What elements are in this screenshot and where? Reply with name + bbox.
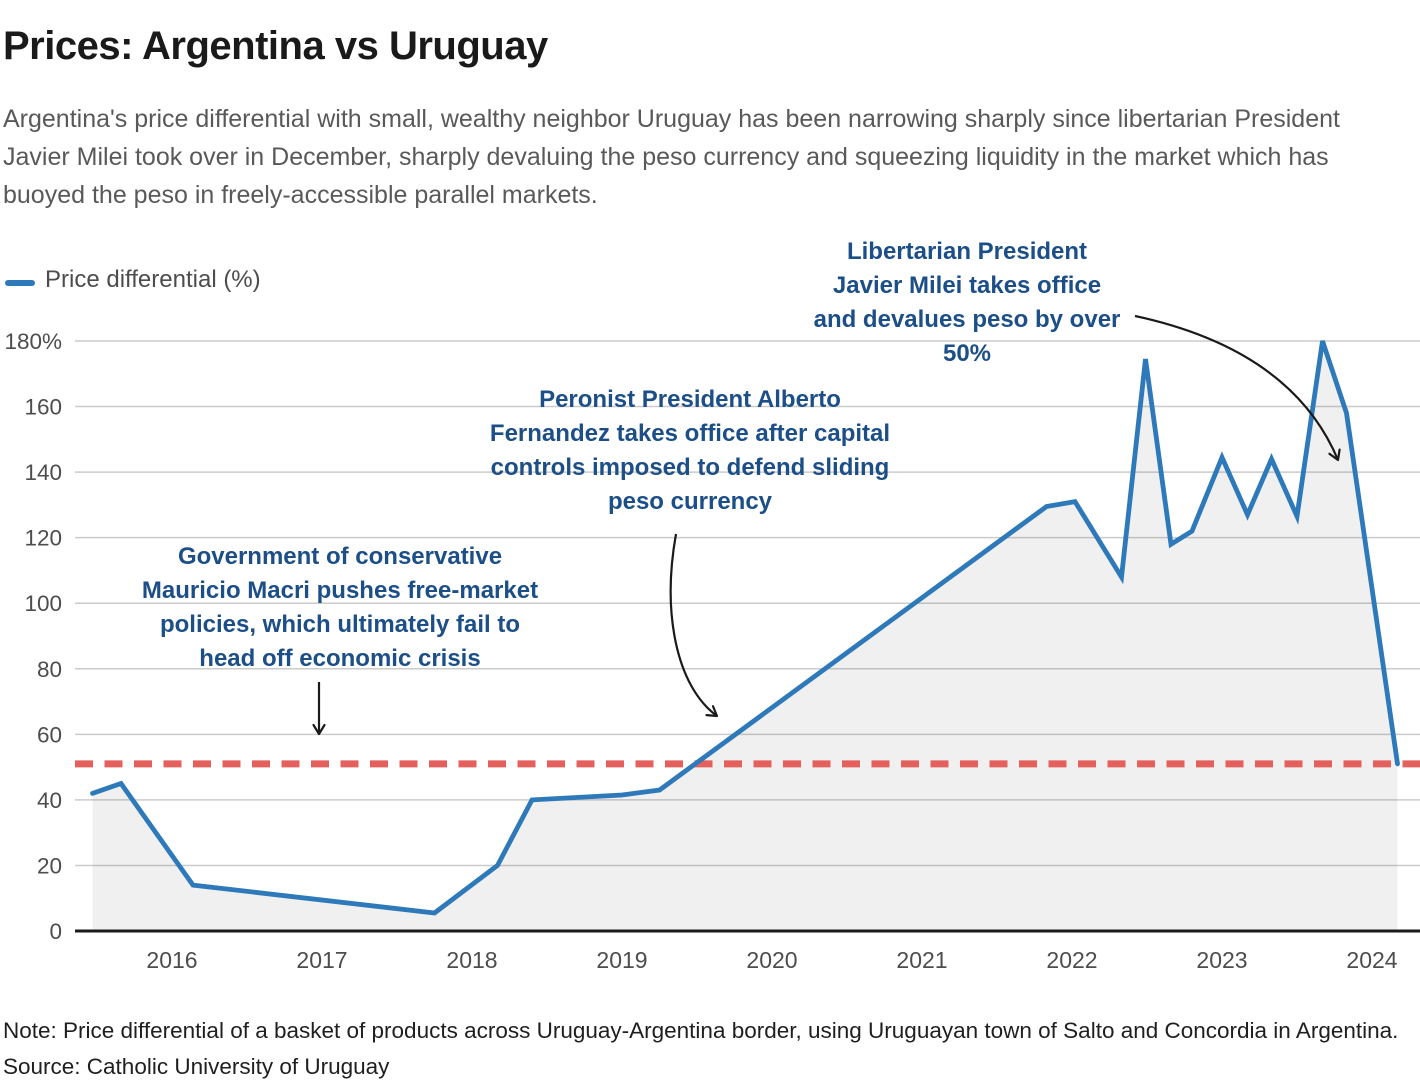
x-axis-label-2016: 2016 bbox=[146, 947, 197, 973]
legend-line-swatch bbox=[5, 280, 35, 286]
y-axis-label-0: 0 bbox=[49, 919, 62, 944]
y-axis-label-100: 100 bbox=[24, 591, 62, 616]
x-axis-label-2019: 2019 bbox=[596, 947, 647, 973]
x-axis-label-2024: 2024 bbox=[1346, 947, 1397, 973]
annotation-arrow-milei bbox=[1134, 314, 1341, 462]
y-axis-label-180: 180% bbox=[4, 329, 62, 354]
y-axis-label-20: 20 bbox=[37, 853, 62, 878]
price-line bbox=[90, 340, 1400, 916]
area-fill bbox=[92, 340, 1398, 932]
page-title: Prices: Argentina vs Uruguay bbox=[3, 24, 548, 68]
x-axis-label-2021: 2021 bbox=[896, 947, 947, 973]
y-axis-label-120: 120 bbox=[24, 526, 62, 551]
y-axis-label-80: 80 bbox=[37, 657, 62, 682]
annotation-milei: Libertarian President Javier Milei takes… bbox=[813, 238, 1121, 367]
x-axis-label-2020: 2020 bbox=[746, 947, 797, 973]
x-axis-label-2018: 2018 bbox=[446, 947, 497, 973]
y-axis-label-140: 140 bbox=[24, 460, 62, 485]
x-axis-label-2023: 2023 bbox=[1196, 947, 1247, 973]
y-axis-label-160: 160 bbox=[24, 395, 62, 420]
source-text: Source: Catholic University of Uruguay bbox=[3, 1054, 390, 1079]
x-axis-label-2017: 2017 bbox=[296, 947, 347, 973]
y-axis-label-60: 60 bbox=[37, 722, 62, 747]
y-axis-label-40: 40 bbox=[37, 788, 62, 813]
legend-label: Price differential (%) bbox=[45, 266, 261, 293]
annotation-macri: Government of conservative Mauricio Macr… bbox=[141, 543, 539, 672]
annotation-arrow-fernandez bbox=[669, 533, 719, 718]
chart-subtitle: Argentina's price differential with smal… bbox=[3, 105, 1340, 209]
x-axis-label-2022: 2022 bbox=[1046, 947, 1097, 973]
note-text: Note: Price differential of a basket of … bbox=[3, 1018, 1399, 1043]
annotation-fernandez: Peronist President Alberto Fernandez tak… bbox=[489, 386, 891, 515]
